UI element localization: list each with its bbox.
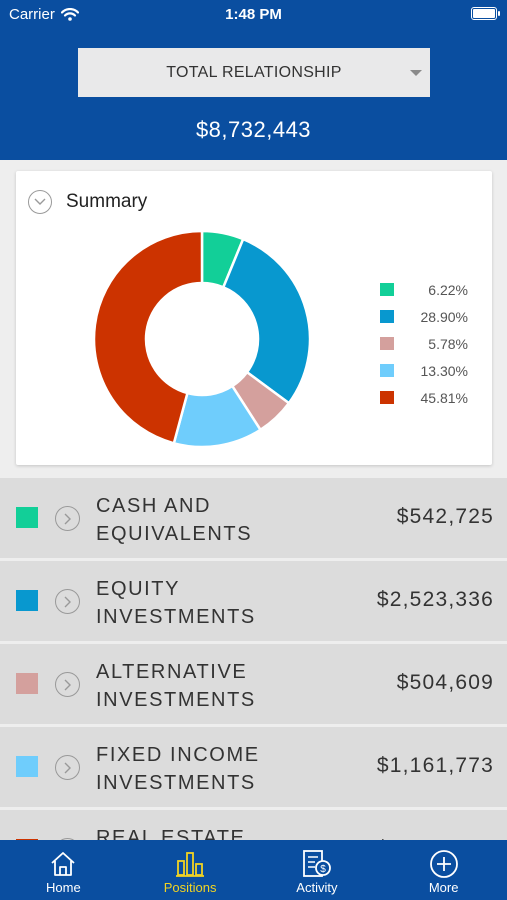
legend-swatch	[380, 364, 394, 377]
bar-chart-icon	[174, 847, 206, 880]
position-label: CASH AND EQUIVALENTS	[96, 495, 253, 545]
chevron-right-icon[interactable]	[55, 506, 80, 531]
chevron-right-icon[interactable]	[55, 672, 80, 697]
position-label: FIXED INCOME INVESTMENTS	[96, 744, 260, 794]
carrier-label: Carrier	[9, 6, 55, 23]
tab-label: Activity	[296, 880, 338, 895]
position-label: EQUITY INVESTMENTS	[96, 578, 256, 628]
position-value: $542,725	[396, 505, 494, 528]
row-cash-and-equivalents[interactable]: CASH AND EQUIVALENTS $542,725	[0, 478, 507, 558]
plus-circle-icon	[429, 847, 459, 880]
legend-swatch	[380, 391, 394, 404]
tab-activity[interactable]: $ Activity	[254, 840, 381, 900]
row-equity-investments[interactable]: EQUITY INVESTMENTS $2,523,336	[0, 561, 507, 641]
legend-label: 13.30%	[420, 362, 468, 379]
summary-header[interactable]: Summary	[28, 190, 147, 214]
status-bar: Carrier 1:48 PM	[0, 0, 507, 30]
legend-label: 28.90%	[420, 308, 468, 325]
color-swatch	[16, 756, 38, 777]
summary-title: Summary	[66, 191, 148, 212]
position-value: $504,609	[396, 671, 494, 694]
home-icon	[49, 847, 77, 880]
color-swatch	[16, 507, 38, 528]
caret-down-icon	[410, 70, 422, 76]
legend-swatch	[380, 283, 394, 296]
position-label: ALTERNATIVE INVESTMENTS	[96, 661, 256, 711]
legend-swatch	[380, 310, 394, 323]
legend-swatch	[380, 337, 394, 350]
battery-icon	[471, 7, 500, 20]
chevron-down-icon[interactable]	[28, 190, 52, 214]
activity-icon: $	[301, 847, 333, 880]
position-value: $1,161,773	[376, 754, 494, 777]
chevron-right-icon[interactable]	[55, 755, 80, 780]
slice-real-estate[interactable]	[92, 229, 204, 445]
relationship-selector[interactable]: TOTAL RELATIONSHIP	[78, 48, 430, 97]
tab-label: More	[428, 880, 459, 895]
tab-label: Positions	[163, 880, 217, 895]
status-time: 1:48 PM	[225, 6, 282, 23]
wifi-icon	[60, 8, 79, 21]
selector-label: TOTAL RELATIONSHIP	[166, 63, 342, 81]
tab-positions[interactable]: Positions	[127, 840, 254, 900]
legend-item: 13.30%	[380, 357, 468, 384]
chevron-right-icon[interactable]	[55, 589, 80, 614]
color-swatch	[16, 590, 38, 611]
svg-text:$: $	[320, 864, 326, 875]
legend-label: 5.78%	[428, 335, 468, 352]
carrier-group: Carrier	[9, 6, 79, 23]
chart-legend: 6.22% 28.90% 5.78% 13.30% 45.81%	[380, 276, 468, 411]
legend-label: 45.81%	[420, 389, 468, 406]
header: Carrier 1:48 PM TOTAL RELATIONSHIP $8,73…	[0, 0, 507, 160]
color-swatch	[16, 673, 38, 694]
legend-item: 28.90%	[380, 303, 468, 330]
slice-equity[interactable]	[221, 237, 312, 405]
legend-item: 5.78%	[380, 330, 468, 357]
row-alternative-investments[interactable]: ALTERNATIVE INVESTMENTS $504,609	[0, 644, 507, 724]
total-value: $8,732,443	[195, 117, 312, 142]
tab-label: Home	[46, 880, 81, 895]
row-fixed-income-investments[interactable]: FIXED INCOME INVESTMENTS $1,161,773	[0, 727, 507, 807]
legend-item: 6.22%	[380, 276, 468, 303]
legend-item: 45.81%	[380, 384, 468, 411]
tab-home[interactable]: Home	[0, 840, 127, 900]
tab-bar: Home Positions $ Activity More	[0, 840, 507, 900]
tab-more[interactable]: More	[380, 840, 507, 900]
legend-label: 6.22%	[428, 281, 468, 298]
position-value: $2,523,336	[376, 588, 494, 611]
summary-card: Summary 6.22% 28.90% 5.78% 13.30% 45.81%	[16, 171, 492, 465]
allocation-donut-chart	[92, 229, 312, 449]
